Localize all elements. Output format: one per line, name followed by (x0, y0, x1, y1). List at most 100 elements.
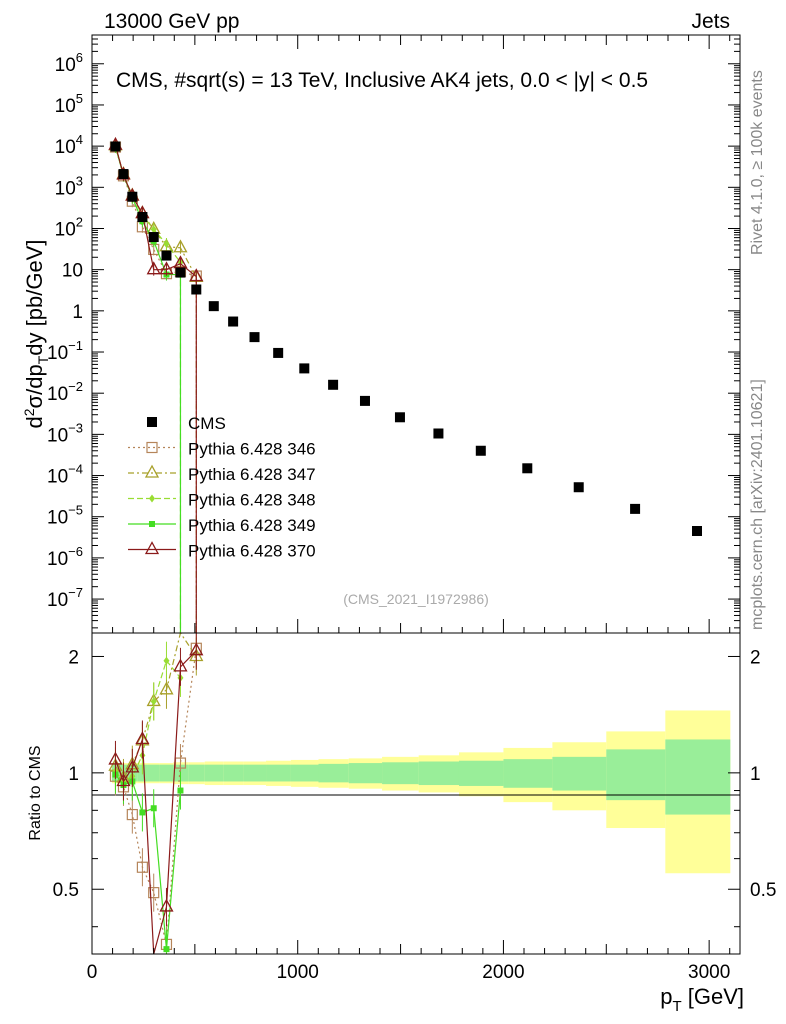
main-panel: 10610510410310210110−110−210−310−410−510… (47, 34, 741, 634)
y-tick-label-exp: −2 (68, 379, 83, 394)
cms-point (137, 212, 148, 223)
cms-point (692, 526, 703, 537)
y-tick-label: 106 (55, 50, 83, 76)
cms-point (249, 332, 260, 343)
ratio-point (116, 773, 131, 787)
ratio-band-inner (188, 764, 205, 782)
y-tick-label: 10−7 (47, 585, 83, 611)
legend-label: Pythia 6.428 370 (188, 542, 316, 561)
y-tick-label-base: 10 (47, 590, 68, 611)
ratio-band-inner (266, 764, 291, 782)
ratio-point (108, 751, 123, 765)
ratio-point (189, 642, 204, 656)
y-axis-label: d2σ/dpTdy [pb/GeV] (21, 240, 51, 429)
cms-point (161, 250, 172, 261)
cms-point (475, 445, 486, 456)
mc-point (146, 261, 161, 275)
y-tick-label: 10−3 (47, 420, 83, 446)
ratio-point (177, 787, 184, 794)
y-tick-label-base: 10 (55, 55, 76, 76)
y-tick-label-exp: −4 (68, 462, 83, 477)
y-tick-label: 10−6 (47, 544, 83, 570)
ratio-band-inner (665, 739, 731, 815)
header-right-label: Jets (691, 10, 730, 33)
ratio-series-line (114, 650, 197, 955)
ratio-band-inner (458, 760, 504, 786)
mc-point (173, 239, 188, 253)
x-axis-label-sub: T (672, 998, 681, 1015)
cms-point (228, 316, 239, 327)
y-axis-label-part: 2 (21, 408, 37, 416)
ratio-panel: 0.5 0.5 1 1 2 2 0 1000 2000 3000 (53, 631, 776, 983)
y-axis-label-part: dy [pb/GeV] (22, 240, 47, 356)
cms-point (573, 482, 584, 493)
y-tick-label-base: 10 (47, 425, 68, 446)
cms-point (127, 191, 138, 202)
mc-point (159, 261, 174, 275)
legend-label: CMS (188, 414, 226, 433)
rivet-side-label: Rivet 4.1.0, ≥ 100k events (749, 70, 766, 255)
ratio-point (159, 681, 174, 695)
cms-point (522, 463, 533, 474)
ratio-point (173, 658, 188, 672)
ratio-point (150, 805, 157, 812)
x-axis-label: pT [GeV] (660, 984, 744, 1015)
y-axis-label-part: T (35, 355, 51, 364)
y-tick-label-exp: −7 (68, 585, 83, 600)
ratio-point (163, 656, 170, 665)
y-tick-label: 10−5 (47, 503, 83, 529)
cms-point (328, 379, 339, 390)
y-axis-label-part: σ/dp (22, 364, 47, 408)
ratio-band-inner (159, 764, 174, 782)
cms-point (148, 232, 159, 243)
cms-point (394, 412, 405, 423)
ratio-point (135, 731, 150, 745)
mc-series-line (114, 145, 197, 278)
legend: CMS Pythia 6.428 346 Pythia 6.428 347 Pythi… (128, 414, 316, 561)
y-tick-label-exp: 2 (76, 214, 83, 229)
cms-point (359, 395, 370, 406)
cms-point (191, 284, 202, 295)
ratio-point (125, 759, 140, 773)
y-tick-label-base: 10 (47, 384, 68, 405)
y-tick-label: 104 (55, 132, 83, 158)
y-tick-label-base: 10 (55, 137, 76, 158)
ratio-tick-label: 0.5 (53, 880, 79, 901)
cms-point (118, 169, 129, 180)
mc-point (163, 239, 170, 248)
cms-point (299, 363, 310, 374)
legend-label: Pythia 6.428 347 (188, 465, 316, 484)
legend-marker (146, 441, 158, 454)
y-tick-label-exp: 6 (76, 50, 83, 65)
mc-series-line (114, 146, 181, 263)
ratio-point (150, 697, 157, 706)
y-tick-label: 102 (55, 214, 83, 240)
header-left-label: 13000 GeV pp (104, 10, 239, 33)
legend-marker (144, 541, 160, 555)
analysis-id-label: (CMS_2021_I1972986) (343, 591, 489, 607)
y-tick-label: 105 (55, 91, 83, 117)
y-axis-label-part: d (22, 416, 47, 428)
y-tick-label: 1 (72, 302, 83, 323)
y-tick-label-base: 10 (55, 178, 76, 199)
ratio-band-inner (290, 764, 319, 782)
legend-marker (149, 494, 155, 503)
mc-point (150, 225, 157, 234)
ratio-band-inner (382, 762, 419, 785)
x-tick-label: 0 (87, 962, 98, 983)
cms-point (110, 141, 121, 152)
cms-point (433, 428, 444, 439)
mcplots-side-label: mcplots.cern.ch [arXiv:2401.10621] (749, 379, 766, 630)
legend-marker (144, 464, 160, 478)
ratio-band-inner (552, 756, 607, 791)
y-tick-label-base: 10 (47, 508, 68, 529)
ratio-band-inner (204, 764, 224, 782)
ratio-band-inner (223, 764, 244, 782)
y-tick-label-exp: −1 (68, 338, 83, 353)
x-axis-label-unit: [GeV] (682, 984, 744, 1009)
ratio-band-inner (348, 763, 383, 784)
ratio-band-inner (418, 761, 459, 786)
y-tick-label-exp: −3 (68, 420, 83, 435)
ratio-point (174, 757, 187, 769)
